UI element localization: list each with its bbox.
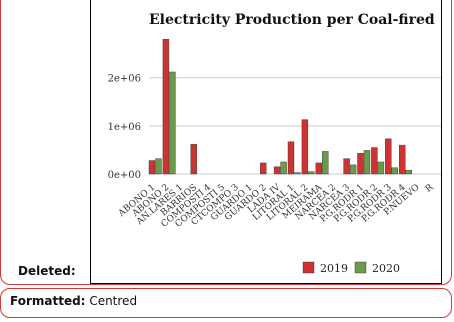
legend: 2019 2020 bbox=[302, 261, 400, 275]
bar-2020 bbox=[322, 151, 329, 175]
legend-label: 2019 bbox=[320, 262, 348, 275]
legend-swatch bbox=[302, 261, 315, 274]
bar-2020 bbox=[169, 71, 176, 175]
deleted-label: Deleted: bbox=[18, 264, 76, 278]
bar-2019 bbox=[343, 158, 350, 175]
y-axis: 0e+00 1e+06 2e+06 bbox=[108, 74, 141, 181]
bar-2020 bbox=[155, 158, 162, 175]
y-tick-label: 2e+06 bbox=[108, 74, 141, 85]
bar-2019 bbox=[148, 160, 156, 175]
chart-container: Electricity Production per Coal-fired 0e… bbox=[90, 0, 442, 284]
bar-2020 bbox=[280, 161, 287, 175]
formatted-comment: Formatted: Centred bbox=[10, 294, 137, 308]
bar-2019 bbox=[399, 144, 406, 175]
bars bbox=[148, 39, 412, 175]
bar-2019 bbox=[385, 138, 392, 175]
bar-2020 bbox=[405, 169, 412, 175]
bar-2019 bbox=[287, 141, 295, 175]
legend-swatch bbox=[354, 261, 367, 274]
bar-2020 bbox=[391, 167, 398, 175]
bar-2020 bbox=[363, 150, 371, 175]
bar-2019 bbox=[301, 119, 309, 175]
bar-2020 bbox=[349, 164, 357, 175]
bar-2019 bbox=[357, 153, 364, 175]
formatted-comment-balloon bbox=[0, 288, 452, 318]
y-tick-label: 1e+06 bbox=[108, 122, 141, 133]
bar-2019 bbox=[371, 147, 378, 175]
chart-title: Electricity Production per Coal-fired bbox=[149, 12, 435, 28]
bar-2019 bbox=[273, 166, 281, 175]
bar-2019 bbox=[259, 162, 267, 175]
formatted-label: Formatted: bbox=[10, 294, 86, 308]
bar-2019 bbox=[162, 39, 170, 175]
bar-2020 bbox=[308, 171, 315, 175]
x-tick-label: R bbox=[424, 182, 436, 194]
bar-2020 bbox=[294, 172, 301, 175]
formatted-value: Centred bbox=[89, 294, 138, 308]
bar-chart: Electricity Production per Coal-fired 0e… bbox=[108, 12, 441, 275]
bar-2019 bbox=[315, 162, 323, 175]
bar-2019 bbox=[190, 143, 197, 175]
y-tick-label: 0e+00 bbox=[108, 170, 141, 181]
legend-label: 2020 bbox=[372, 262, 400, 275]
bar-2020 bbox=[377, 161, 385, 175]
